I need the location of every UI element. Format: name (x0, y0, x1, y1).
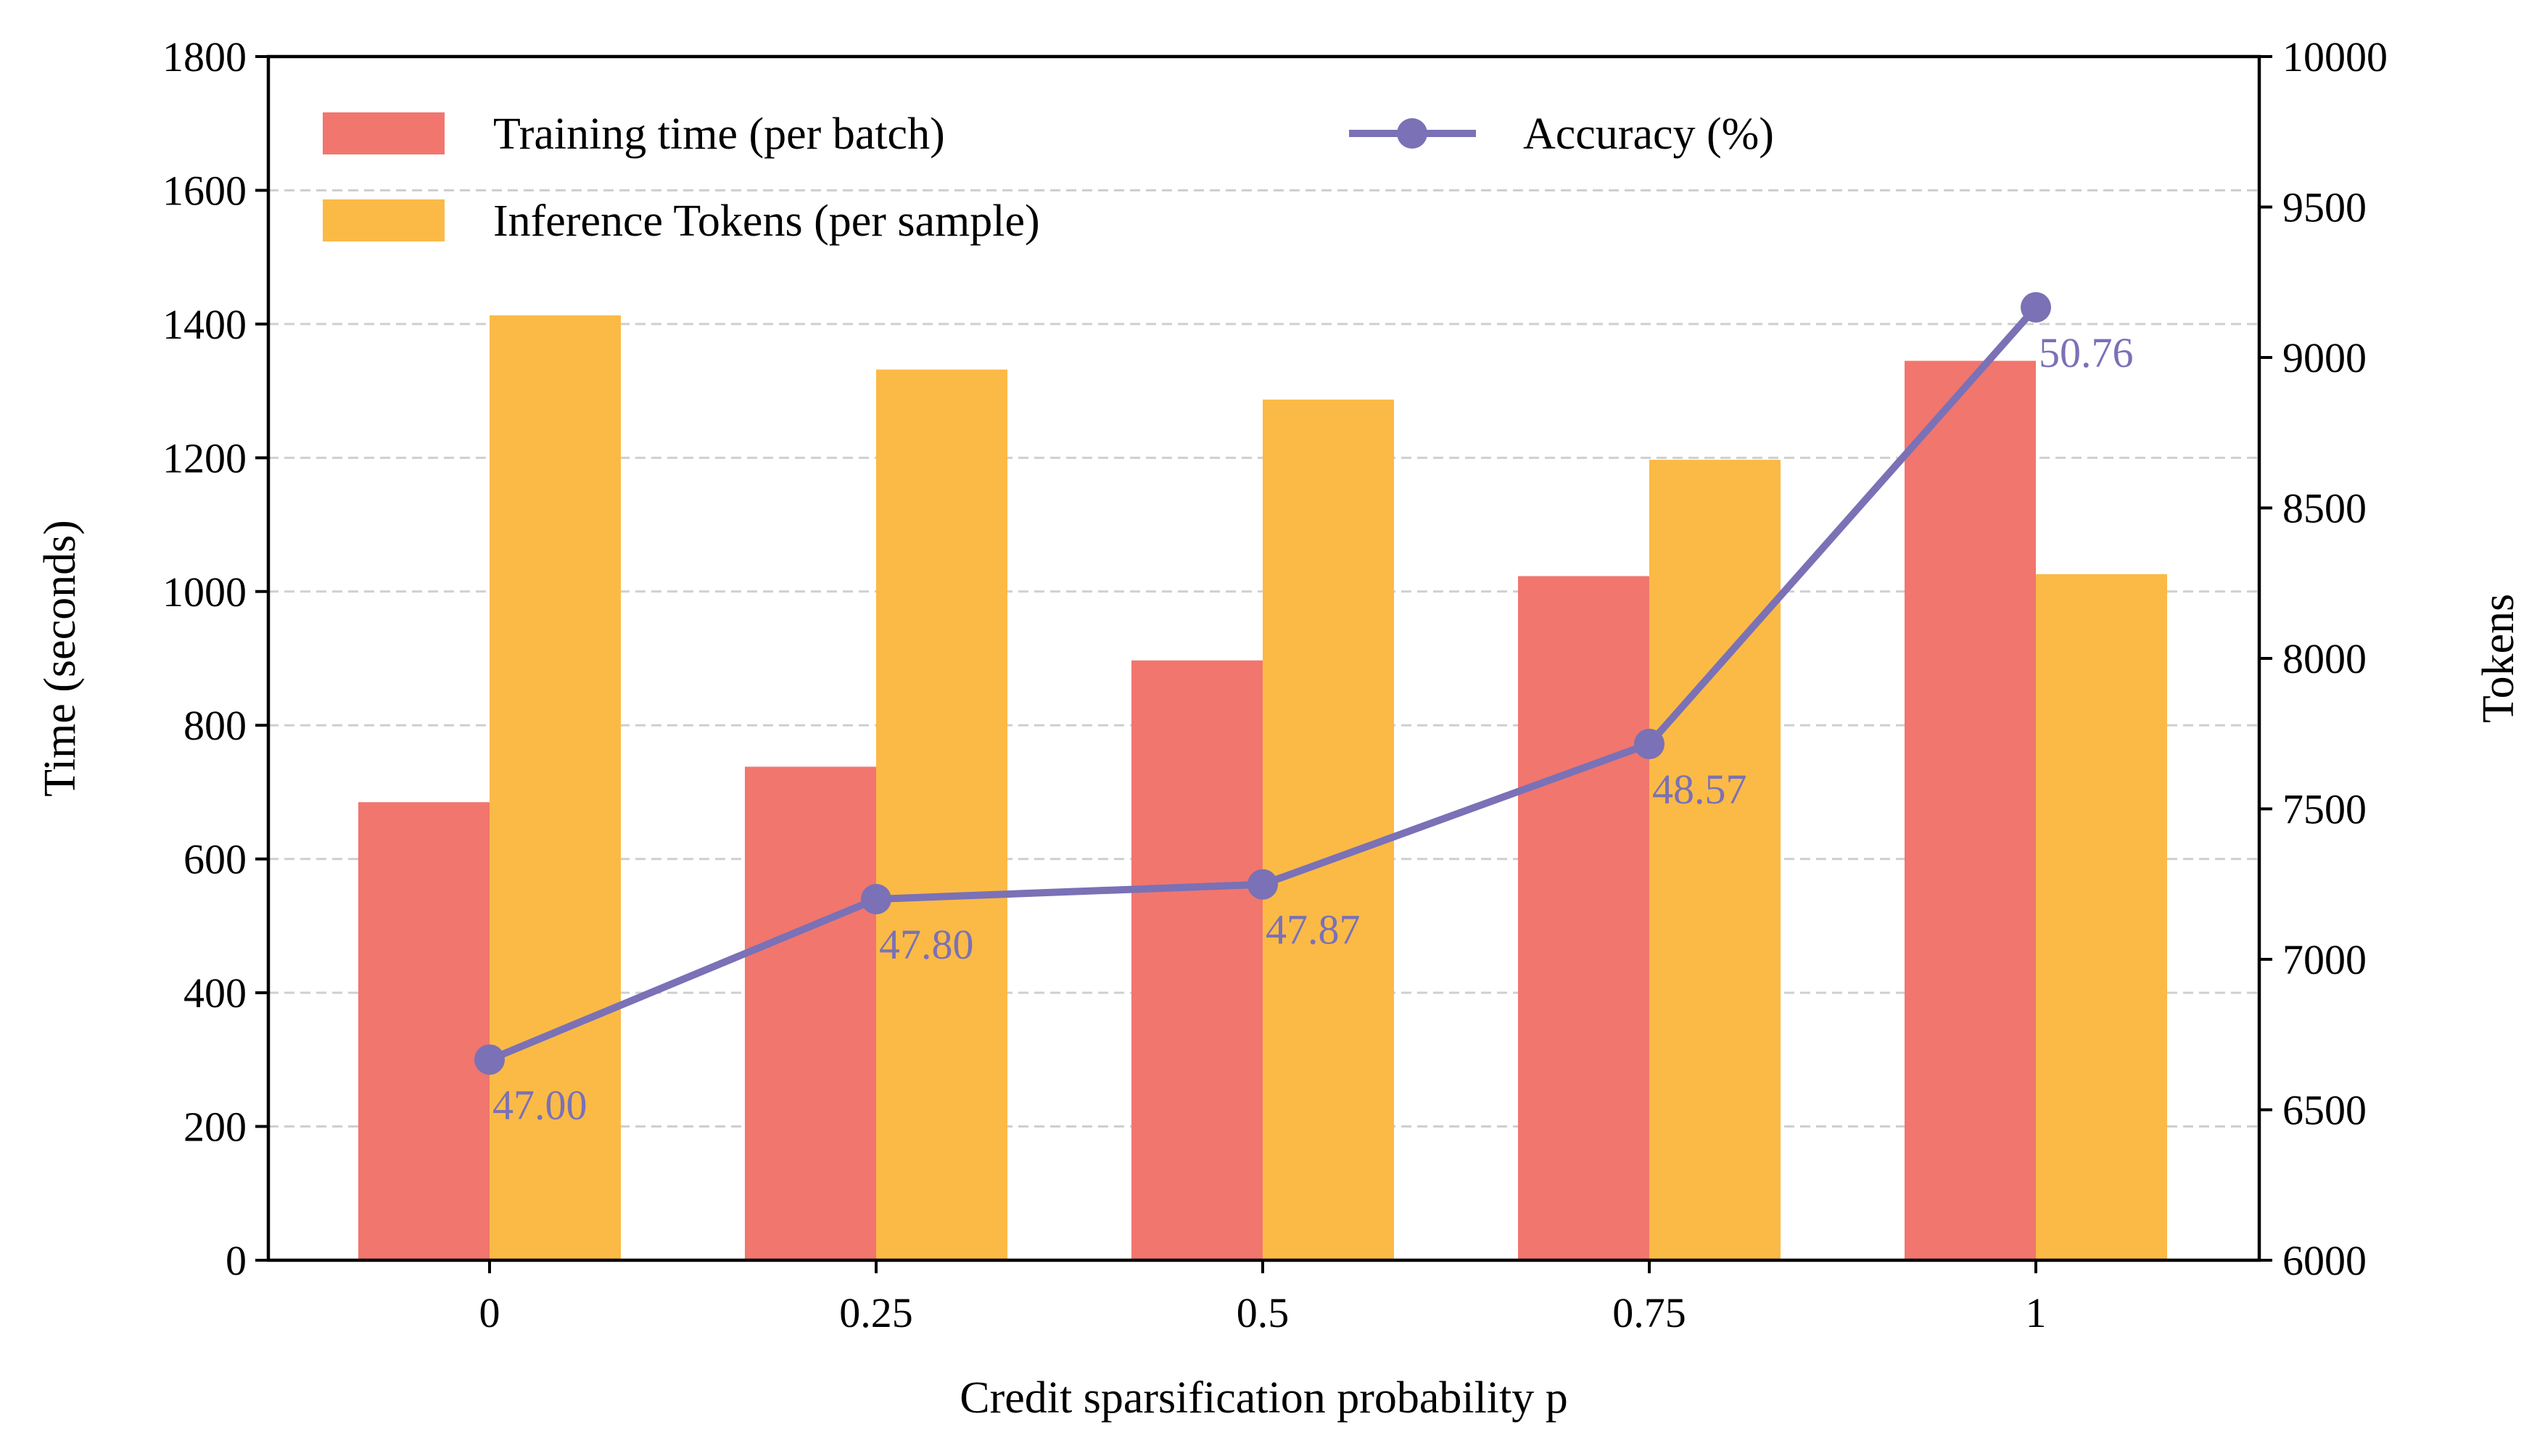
left-tick-label-400: 400 (183, 969, 247, 1017)
accuracy-point-0 (474, 1044, 505, 1075)
legend-label-tokens: Inference Tokens (per sample) (493, 197, 1040, 246)
left-tick-label-200: 200 (183, 1104, 247, 1151)
bar-training-0.25 (745, 766, 876, 1260)
accuracy-label-0.75: 48.57 (1652, 766, 1747, 813)
bar-tokens-0.25 (876, 369, 1007, 1261)
x-tick-label-0.75: 0.75 (1612, 1289, 1686, 1336)
accuracy-label-0.25: 47.80 (879, 921, 974, 968)
bar-training-0.5 (1131, 660, 1263, 1260)
right-tick-label-6500: 6500 (2282, 1087, 2367, 1134)
right-tick-label-9000: 9000 (2282, 334, 2367, 381)
bar-tokens-0.5 (1263, 400, 1394, 1260)
accuracy-label-0.5: 47.87 (1266, 906, 1361, 954)
accuracy-label-0: 47.00 (492, 1081, 587, 1128)
right-axis-title: Tokens (2474, 594, 2523, 723)
bar-tokens-0.75 (1649, 460, 1781, 1260)
left-tick-label-1200: 1200 (162, 434, 247, 481)
bar-training-0.75 (1518, 576, 1649, 1260)
left-tick-label-1000: 1000 (162, 568, 247, 616)
right-tick-label-10000: 10000 (2282, 33, 2388, 80)
bars (358, 315, 2167, 1261)
legend-swatch-tokens (323, 199, 445, 241)
left-tick-label-1600: 1600 (162, 167, 247, 214)
legend-swatch-training (323, 112, 445, 154)
right-tick-label-7000: 7000 (2282, 936, 2367, 983)
left-tick-label-800: 800 (183, 702, 247, 749)
right-tick-label-9500: 9500 (2282, 184, 2367, 231)
accuracy-line-layer: 47.00 47.80 47.87 48.57 50.76 (474, 291, 2134, 1128)
right-tick-label-7500: 7500 (2282, 786, 2367, 833)
bar-tokens-0 (490, 315, 621, 1260)
x-tick-label-0.25: 0.25 (839, 1289, 913, 1336)
right-tick-label-6000: 6000 (2282, 1237, 2367, 1284)
legend: Training time (per batch) Inference Toke… (323, 109, 1774, 246)
accuracy-point-0.25 (861, 884, 891, 914)
bar-training-1 (1905, 360, 2036, 1261)
left-tick-label-1400: 1400 (162, 301, 247, 348)
bar-training-0 (358, 802, 490, 1260)
legend-label-accuracy: Accuracy (%) (1523, 109, 1774, 159)
accuracy-label-1: 50.76 (2039, 329, 2134, 376)
accuracy-point-0.5 (1247, 869, 1278, 900)
x-tick-label-0.5: 0.5 (1237, 1289, 1290, 1336)
x-axis-title: Credit sparsification probability p (960, 1373, 1568, 1423)
left-axis-title: Time (seconds) (36, 520, 85, 797)
legend-marker-accuracy (1397, 118, 1427, 149)
bar-tokens-1 (2036, 574, 2167, 1260)
accuracy-point-1 (2021, 291, 2051, 323)
right-tick-label-8500: 8500 (2282, 485, 2367, 532)
left-tick-label-0: 0 (226, 1237, 247, 1284)
right-tick-label-8000: 8000 (2282, 635, 2367, 682)
left-tick-label-1800: 1800 (162, 33, 247, 80)
x-tick-label-1: 1 (2026, 1289, 2047, 1336)
accuracy-point-0.75 (1634, 729, 1665, 760)
left-tick-label-600: 600 (183, 836, 247, 883)
legend-label-training: Training time (per batch) (493, 109, 945, 159)
axis-ticks: 0 200 400 600 800 1000 1200 1400 1600 1800 6000 650… (162, 33, 2388, 1336)
x-tick-label-0: 0 (479, 1289, 500, 1336)
